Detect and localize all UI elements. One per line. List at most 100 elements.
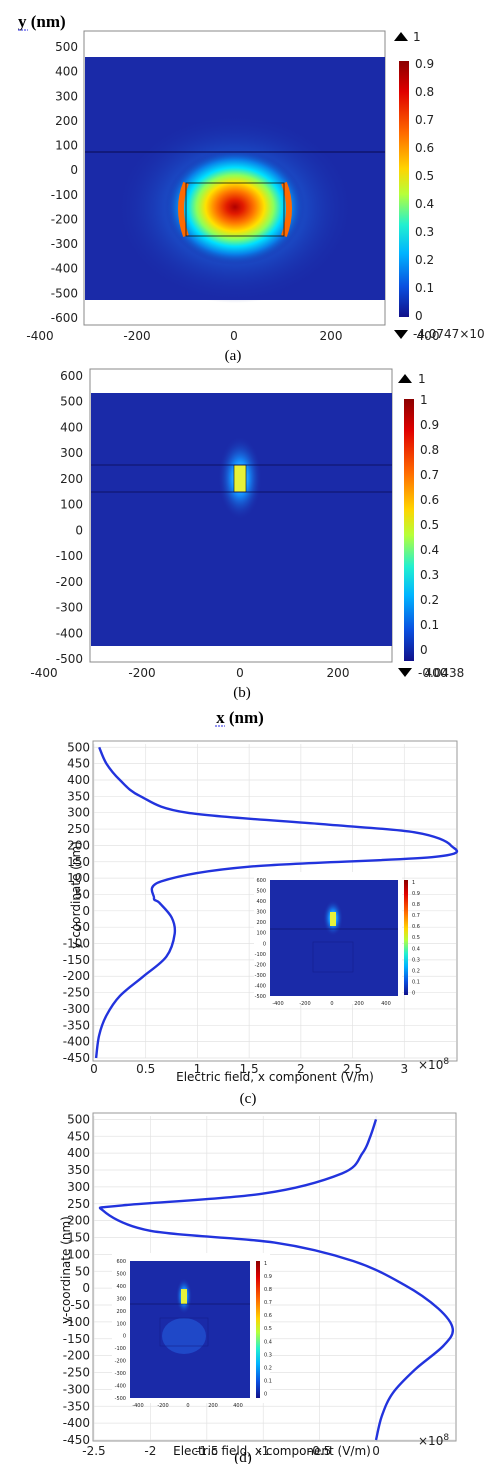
panel-c-y-ticks: 500450400350300250200150100500-50-100-15… [63,740,90,1065]
x-tick-label: -1 [257,1444,269,1458]
y-tick-label: 50 [75,887,90,901]
panel-a-y-ticks: 500 400 300 200 100 0 -100 -200 -300 -400 -500 -600 [51,40,78,325]
inset-y-tick: 400 [256,899,266,905]
y-tick-label: 500 [55,40,78,54]
y-tick-label: -300 [56,601,83,615]
x-tick-label: 0 [230,329,238,343]
y-tick-label: -300 [63,1002,90,1016]
x-tick-label: 0.5 [136,1062,155,1076]
panel-b-colorbar-ticks: 1 0.9 0.8 0.7 0.6 0.5 0.4 0.3 0.2 0.1 0 [420,393,439,657]
inset-y-tick: 400 [116,1284,126,1290]
panel-c: 500450400350300250200150100500-50-100-15… [63,740,459,1107]
x-tick-label: 2.5 [343,1062,362,1076]
inset-y-tick: -500 [115,1396,126,1402]
x-tick-label: -0.5 [308,1444,331,1458]
inset-x-tick: -400 [132,1403,143,1409]
y-tick-label: -400 [63,1416,90,1430]
y-tick-label: 300 [67,806,90,820]
panel-d-inset-box [159,1317,209,1347]
panel-d-inset-spot [162,1318,206,1354]
y-tick-label: 200 [67,1214,90,1228]
panel-b-colorbar-max: 1 [418,372,426,386]
inset-y-tick: 100 [116,1321,126,1327]
x-tick-label: 200 [327,666,350,680]
panel-a: 5004003002001000-100-200-300-400-500-600… [18,12,485,364]
panel-a-colorbar [399,61,409,317]
panel-d-inset: 6005004003002001000-100-200-300-400-500-… [112,1253,272,1409]
inset-colorbar-tick: 0.6 [412,924,420,930]
panel-b-max-triangle-icon [398,374,412,383]
x-tick-label: 2 [297,1062,305,1076]
inset-y-tick: -400 [115,1384,126,1390]
panel-d-exponent: ×108 [418,1433,449,1448]
panel-b: 6005004003002001000-100-200-300-400-500 … [30,368,464,727]
panel-c-x-ticks: 0 0.5 1 1.5 2 2.5 3 [90,1062,408,1076]
y-tick-label: 400 [67,773,90,787]
inset-colorbar-tick: 0.2 [412,968,420,974]
panel-a-right-lobe [281,181,292,238]
y-tick-label: -100 [51,188,78,202]
panel-d-curve [98,1119,455,1441]
inset-colorbar-tick: 1 [412,880,415,886]
y-tick-label: 200 [60,472,83,486]
inset-colorbar-tick: 0.1 [412,979,420,985]
colorbar-tick-label: 0.3 [420,568,439,582]
colorbar-tick-label: 0.1 [420,618,439,632]
y-tick-label: 150 [67,1231,90,1245]
x-tick-label: 0 [236,666,244,680]
colorbar-tick-label: 0.7 [420,468,439,482]
inset-y-tick: 100 [256,931,266,937]
y-tick-label: 450 [67,757,90,771]
x-tick-label: 0 [90,1062,98,1076]
inset-colorbar-tick: 0 [412,990,415,996]
panel-b-colorbar [404,399,414,661]
y-tick-label: 100 [60,498,83,512]
inset-colorbar-tick: 0.6 [264,1313,272,1319]
y-tick-label: -250 [63,1366,90,1380]
colorbar-tick-label: 0.3 [415,225,434,239]
y-tick-label: 200 [67,838,90,852]
colorbar-tick-label: 1 [420,393,428,407]
inset-y-tick: 500 [256,889,266,895]
panel-c-inset-axes: 6005004003002001000-100-200-300-400-500-… [255,878,420,1007]
y-tick-label: 400 [67,1146,90,1160]
y-tick-label: 0 [75,523,83,537]
inset-colorbar-tick: 0.5 [264,1326,272,1332]
colorbar-tick-label: 0.2 [415,253,434,267]
panel-d-inset-rod [181,1289,187,1304]
y-tick-label: 250 [67,822,90,836]
panel-b-y-ticks: 600 500 400 300 200 100 0 -100 -200 -300 -400 -500 [56,369,83,666]
colorbar-tick-label: 0.4 [415,197,434,211]
colorbar-tick-label: 0.9 [420,418,439,432]
y-tick-label: -200 [63,1349,90,1363]
panel-c-inset-rod [330,912,336,926]
y-tick-label: -300 [63,1382,90,1396]
x-tick-label: 200 [320,329,343,343]
inset-y-tick: 500 [116,1271,126,1277]
panel-c-inset-colorbar [404,880,408,995]
inset-x-tick: 0 [186,1403,189,1409]
inset-colorbar-tick: 0.9 [264,1274,272,1280]
inset-colorbar-tick: 0 [264,1391,267,1397]
x-tick-label: -400 [26,329,53,343]
colorbar-tick-label: 0.6 [420,493,439,507]
y-tick-label: 400 [55,65,78,79]
inset-x-tick: 0 [330,1001,333,1007]
y-axis-title: y (nm) [18,12,66,31]
colorbar-tick-label: 0.5 [420,518,439,532]
panel-b-colorbar-min: -0.0438 [418,666,464,680]
y-tick-label: -300 [51,237,78,251]
panel-c-inset: 6005004003002001000-100-200-300-400-500-… [254,872,420,1007]
inset-x-tick: 400 [381,1001,391,1007]
y-tick-label: 100 [55,139,78,153]
inset-colorbar-tick: 0.8 [412,902,420,908]
inset-x-tick: 200 [354,1001,364,1007]
y-tick-label: 600 [60,369,83,383]
inset-y-tick: -400 [255,983,266,989]
colorbar-tick-label: 0.5 [415,169,434,183]
colorbar-tick-label: 0.1 [415,281,434,295]
x-tick-label: 3 [400,1062,408,1076]
y-tick-label: -150 [63,1332,90,1346]
colorbar-tick-label: 0.8 [415,85,434,99]
y-tick-label: -400 [56,626,83,640]
